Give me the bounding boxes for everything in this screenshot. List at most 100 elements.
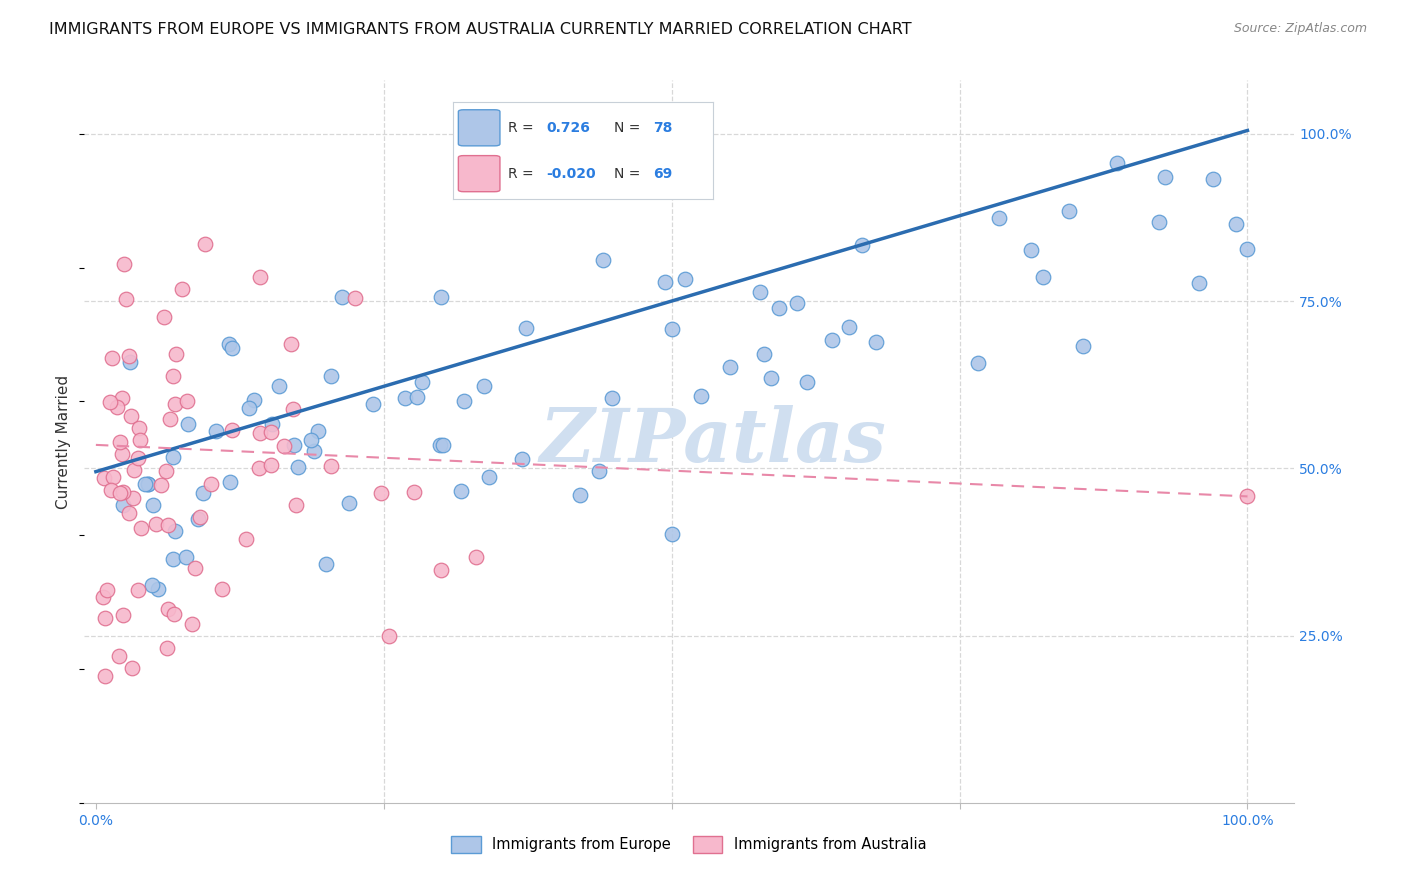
Point [145,516,167,531]
Point [363,397,385,411]
Point [93,669,115,683]
Point [156,602,179,616]
Point [267,379,290,393]
Point [170,282,193,296]
Point [108,648,131,663]
Point [96,582,118,597]
Point [100,483,122,497]
Point [188,509,211,524]
Point [332,290,354,304]
Point [761,371,783,385]
Point [752,347,775,361]
Point [221,341,243,355]
Text: IMMIGRANTS FROM EUROPE VS IMMIGRANTS FROM AUSTRALIA CURRENTLY MARRIED CORRELATIO: IMMIGRANTS FROM EUROPE VS IMMIGRANTS FRO… [49,22,912,37]
Point [302,444,325,458]
Point [411,375,433,389]
Point [162,552,184,566]
Point [159,411,181,425]
Point [319,458,342,473]
Point [661,322,683,336]
Point [128,421,150,435]
Point [249,426,271,441]
Point [510,451,533,466]
Point [176,550,198,565]
Point [430,562,453,576]
Point [249,269,271,284]
Point [515,321,537,335]
Point [221,423,243,437]
Point [673,272,696,286]
Point [105,400,128,414]
Legend: Immigrants from Europe, Immigrants from Australia: Immigrants from Europe, Immigrants from … [447,831,931,857]
Point [768,301,790,315]
Point [142,498,165,512]
Point [176,394,198,409]
Point [238,401,260,415]
Point [211,582,233,597]
Point [1236,242,1258,256]
Point [988,211,1011,225]
Point [1057,203,1080,218]
Point [1107,155,1129,169]
Point [111,484,134,499]
Point [1019,243,1042,257]
Point [136,476,159,491]
Point [177,417,200,432]
Point [337,496,360,510]
Text: Source: ZipAtlas.com: Source: ZipAtlas.com [1233,22,1367,36]
Point [966,356,988,370]
Point [110,486,132,500]
Point [796,375,818,389]
Point [120,409,142,423]
Point [394,391,416,405]
Point [260,425,283,439]
Point [1188,276,1211,290]
Point [429,438,451,452]
Point [121,661,143,675]
Point [162,368,184,383]
Point [184,560,207,574]
Point [661,527,683,541]
Point [285,498,308,512]
Point [1154,169,1177,184]
Point [260,458,283,472]
Point [464,549,486,564]
Point [307,424,329,438]
Point [838,320,860,334]
Point [111,498,134,512]
Point [180,616,202,631]
Point [283,438,305,452]
Point [156,517,179,532]
Point [432,437,454,451]
Point [193,237,215,252]
Point [108,435,131,450]
Point [156,640,179,655]
Point [321,369,343,384]
Point [287,459,309,474]
Point [404,485,426,500]
Point [1032,270,1054,285]
Point [98,394,121,409]
Point [112,257,135,271]
Point [165,347,187,361]
Point [129,521,152,535]
Point [129,433,152,447]
Point [93,471,115,485]
Point [406,390,429,404]
Point [152,310,174,325]
Point [200,477,222,491]
Point [865,334,887,349]
Point [191,486,214,500]
Point [315,557,337,571]
Point [242,392,264,407]
Point [111,447,134,461]
Point [91,590,114,604]
Point [101,351,124,366]
Point [378,629,401,643]
Point [247,461,270,475]
Point [280,337,302,351]
Point [821,333,844,347]
Point [127,583,149,598]
Point [141,578,163,592]
Point [93,611,115,625]
